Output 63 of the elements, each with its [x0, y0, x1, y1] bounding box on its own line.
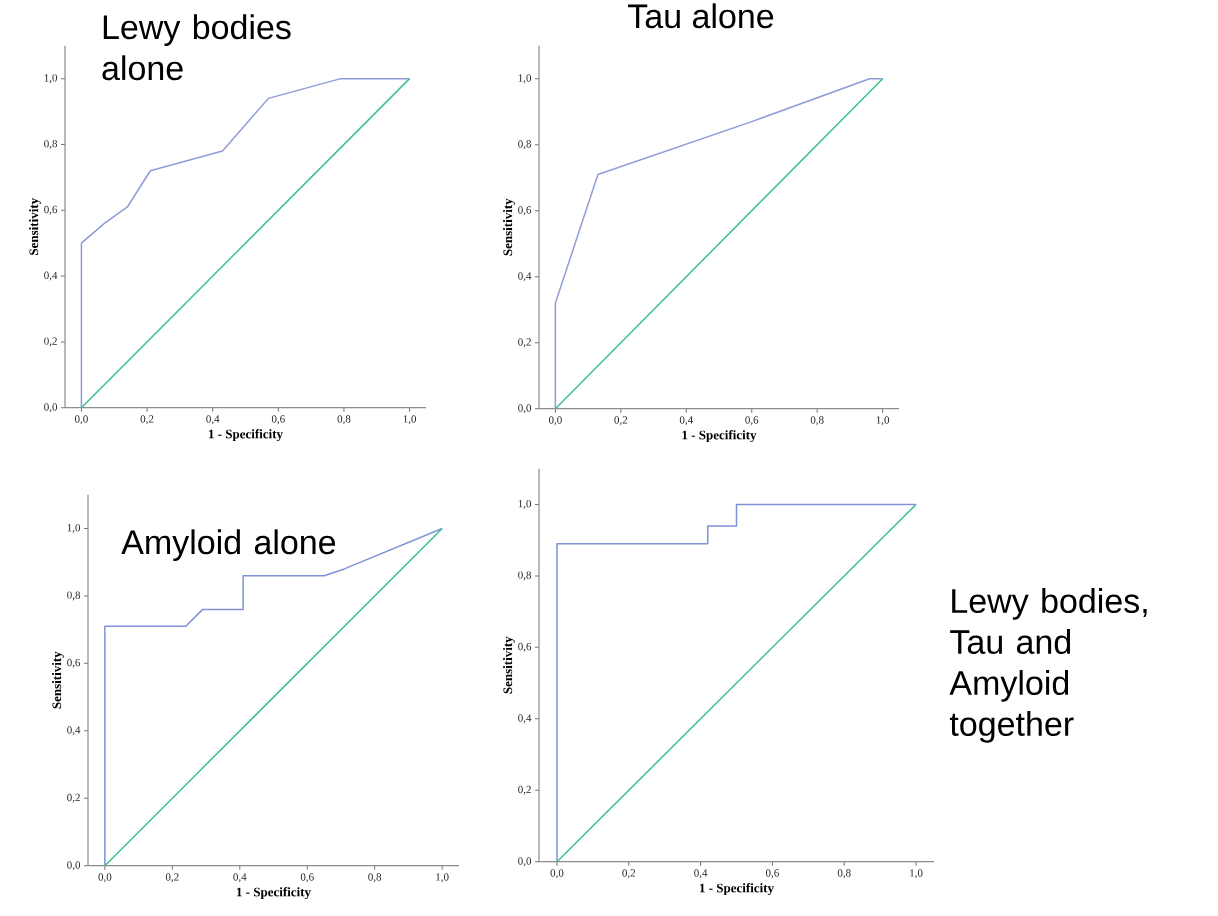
chart-title: Lewy bodies alone: [102, 14, 291, 81]
x-tick-label: 0,6: [271, 415, 285, 425]
x-tick-label: 0,6: [765, 869, 779, 879]
y-tick-label: 1,0: [44, 74, 58, 84]
y-axis-title: Sensitivity: [52, 651, 64, 709]
y-axis-title: Sensitivity: [503, 636, 515, 694]
x-axis-title: 1 - Specificity: [237, 887, 311, 900]
y-tick-label: 0,0: [67, 861, 81, 871]
y-tick-label: 0,2: [518, 338, 531, 348]
x-tick-label: 0,8: [337, 415, 351, 425]
y-tick-label: 1,0: [67, 524, 81, 534]
x-axis-title: 1 - Specificity: [682, 430, 757, 443]
x-tick-label: 0,8: [810, 416, 824, 426]
text: Lewy bodies, Tau and Amyloid together: [949, 588, 1147, 743]
x-tick-label: 0,4: [206, 415, 220, 425]
y-tick-label: 0,0: [44, 403, 58, 413]
x-tick-label: 1,0: [436, 873, 449, 883]
y-tick-label: 0,8: [67, 591, 81, 601]
x-tick-label: 0,2: [614, 416, 628, 426]
x-tick-label: 0,6: [300, 873, 314, 883]
y-axis-title: Sensitivity: [503, 198, 515, 256]
x-axis-title: 1 - Specificity: [209, 429, 283, 442]
y-tick-label: 0,2: [44, 337, 57, 347]
x-axis-title: 1 - Specificity: [699, 883, 774, 896]
x-tick-label: 0,2: [165, 873, 179, 883]
y-tick-label: 0,8: [518, 140, 532, 150]
y-tick-label: 0,0: [518, 404, 532, 414]
x-tick-label: 0,0: [98, 873, 112, 883]
y-tick-label: 0,4: [44, 271, 58, 281]
y-tick-label: 1,0: [518, 500, 532, 510]
x-tick-label: 0,4: [233, 873, 247, 883]
x-tick-label: 0,4: [694, 869, 708, 879]
x-tick-label: 0,8: [837, 869, 851, 879]
y-tick-label: 0,4: [518, 272, 532, 282]
y-axis-title: Sensitivity: [29, 198, 41, 256]
x-tick-label: 1,0: [910, 869, 923, 879]
line-series: [556, 503, 917, 863]
x-tick-label: 0,0: [548, 416, 562, 426]
y-tick-label: 0,0: [518, 857, 532, 867]
x-tick-label: 0,6: [745, 416, 759, 426]
line-series: [554, 78, 884, 410]
x-tick-label: 0,4: [679, 416, 693, 426]
y-tick-label: 0,4: [67, 726, 81, 736]
y-tick-label: 0,8: [518, 571, 532, 581]
x-tick-label: 0,0: [74, 415, 88, 425]
y-tick-label: 1,0: [518, 74, 532, 84]
x-tick-label: 0,0: [550, 869, 564, 879]
y-tick-label: 0,8: [44, 140, 58, 150]
x-tick-label: 0,2: [622, 869, 636, 879]
y-tick-label: 0,6: [518, 206, 532, 216]
x-tick-label: 0,8: [368, 873, 382, 883]
y-tick-label: 0,2: [67, 793, 80, 803]
x-tick-label: 1,0: [876, 416, 890, 426]
x-tick-label: 1,0: [403, 415, 417, 425]
y-tick-label: 0,6: [67, 659, 81, 668]
y-tick-label: 0,6: [44, 205, 58, 215]
y-tick-label: 0,6: [518, 643, 532, 652]
y-tick-label: 0,2: [518, 785, 531, 795]
line-series: [104, 527, 443, 867]
y-tick-label: 0,4: [518, 714, 532, 724]
x-tick-label: 0,2: [140, 415, 154, 425]
chart-title: Tau alone: [628, 3, 774, 29]
text: Amyloid alone: [121, 529, 336, 562]
